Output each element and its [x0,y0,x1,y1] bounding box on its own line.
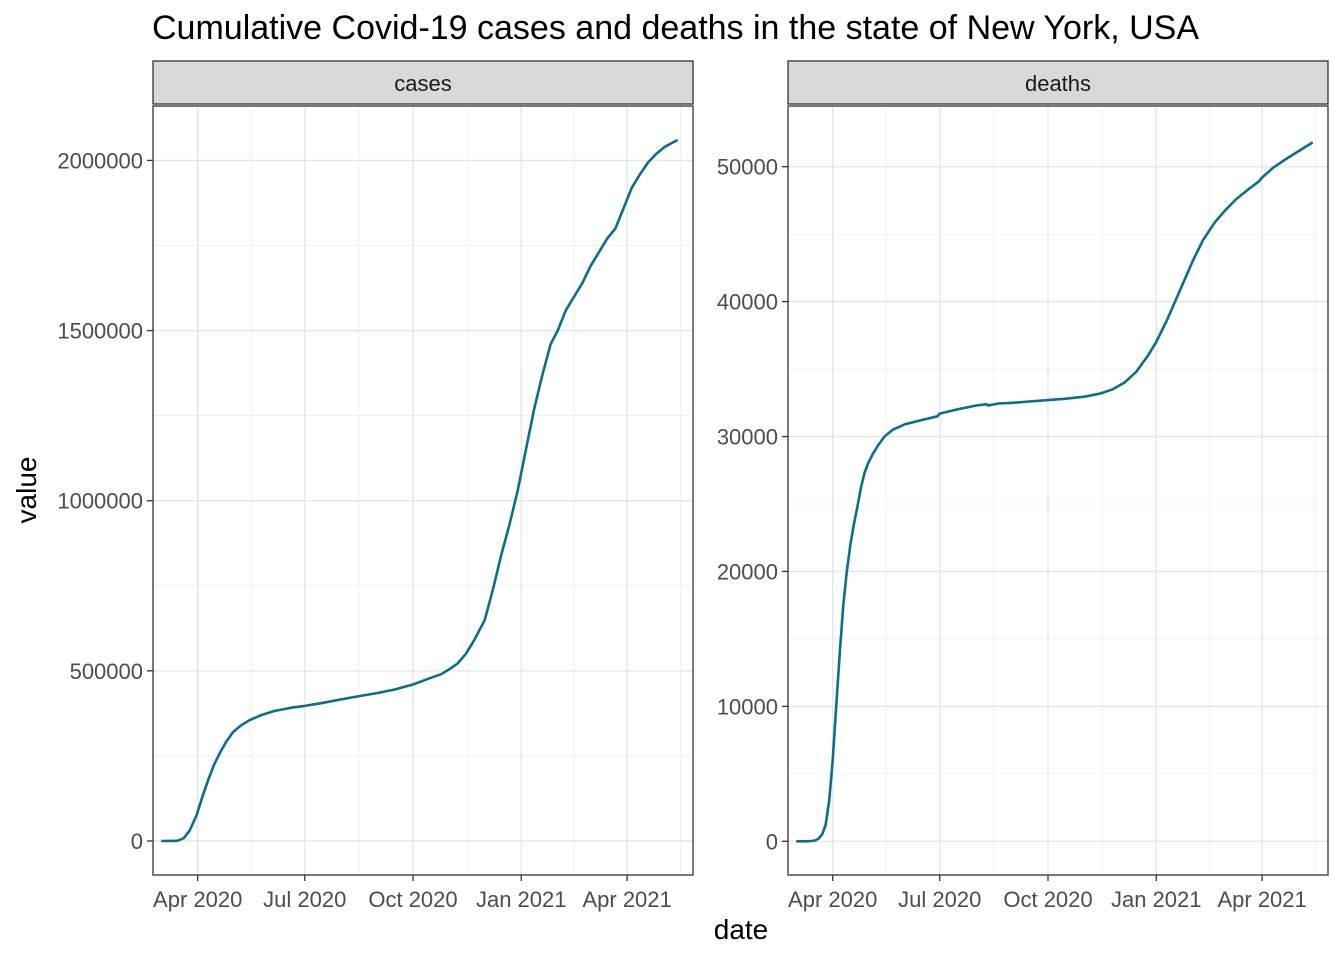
x-tick-label: Jul 2020 [263,887,346,912]
panel-border [152,105,694,876]
y-tick-label: 500000 [70,659,143,684]
y-tick-label: 0 [766,829,778,854]
y-axis-label: value [11,457,42,524]
chart-title: Cumulative Covid-19 cases and deaths in … [152,9,1199,47]
strip-label-deaths: deaths [1025,71,1091,96]
panel-border [787,105,1329,876]
strip-background [152,60,694,105]
x-tick-label: Apr 2021 [1217,887,1306,912]
x-tick-label: Jan 2021 [1111,887,1202,912]
y-tick-label: 1000000 [57,489,143,514]
strip-background [787,60,1329,105]
x-tick-label: Apr 2020 [788,887,877,912]
panel-cases: cases 0 500000 1000000 1500000 2000000 Apr 20… [57,60,694,912]
panel-ticks: 0 10000 20000 30000 40000 50000 Apr 2020 Jul 20… [717,155,1307,912]
x-tick-label: Apr 2020 [153,887,242,912]
x-tick-label: Jul 2020 [898,887,981,912]
panel-deaths: deaths 0 10000 20000 30000 40000 50000 Apr 202… [717,60,1329,912]
y-tick-label: 0 [131,829,143,854]
y-tick-label: 30000 [717,425,778,450]
y-tick-label: 2000000 [57,148,143,173]
y-tick-label: 50000 [717,155,778,180]
x-axis-label: date [714,914,769,945]
panel-grid [788,106,1328,875]
panel-ticks: 0 500000 1000000 1500000 2000000 Apr 2020 Jul … [57,148,671,912]
x-tick-label: Jan 2021 [476,887,567,912]
panel-grid [153,106,693,875]
y-tick-label: 10000 [717,694,778,719]
y-tick-label: 40000 [717,290,778,315]
x-tick-label: Apr 2021 [582,887,671,912]
x-tick-label: Oct 2020 [368,887,457,912]
cases-series-line [161,138,679,843]
y-tick-label: 20000 [717,559,778,584]
y-tick-label: 1500000 [57,319,143,344]
x-tick-label: Oct 2020 [1003,887,1092,912]
deaths-series-line [796,141,1314,843]
strip-label-cases: cases [394,71,451,96]
